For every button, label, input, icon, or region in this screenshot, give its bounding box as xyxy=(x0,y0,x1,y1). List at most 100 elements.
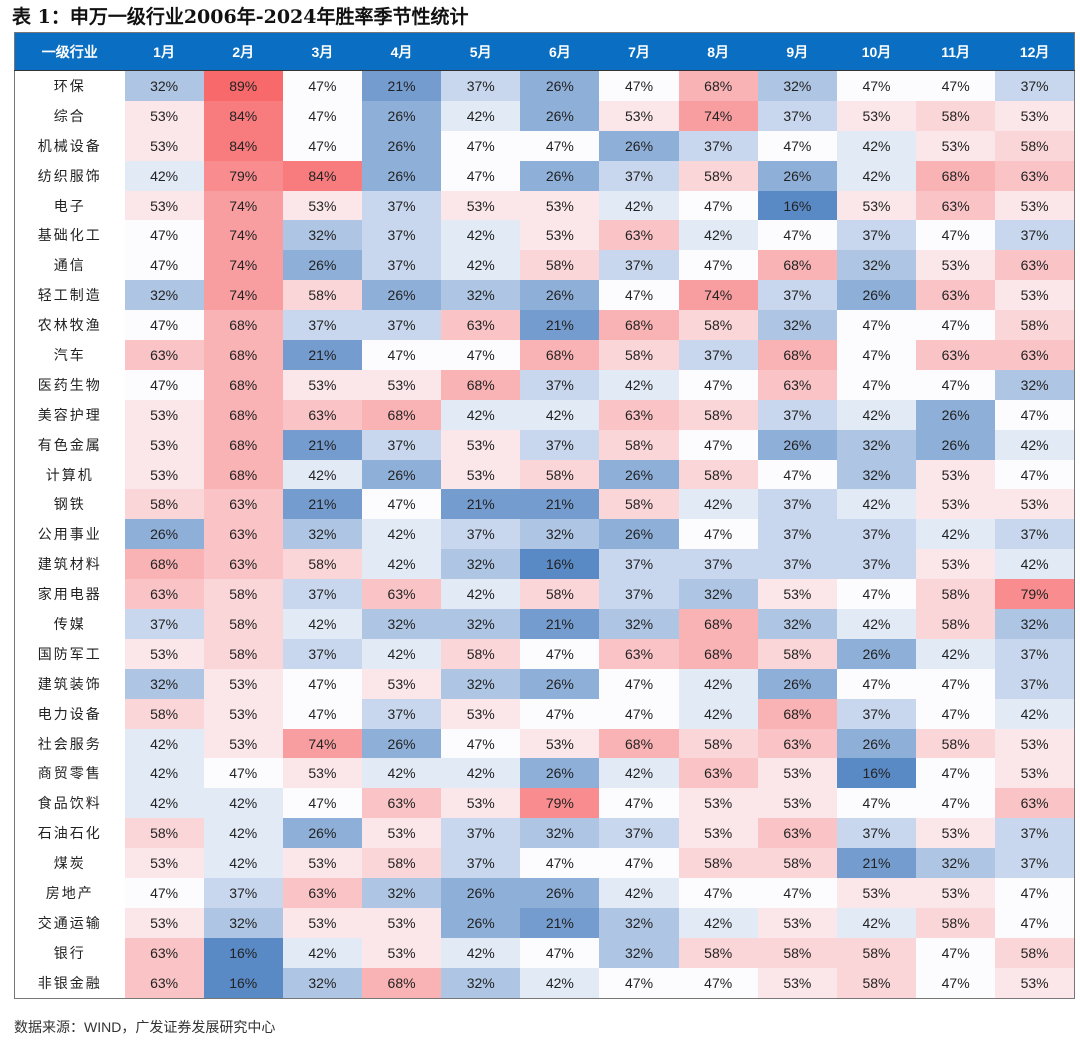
heatmap-cell: 16% xyxy=(203,937,283,968)
month-header: 8月 xyxy=(678,32,758,71)
heatmap-cell: 32% xyxy=(916,848,996,879)
heatmap-cell: 42% xyxy=(282,609,362,639)
heatmap-cell: 47% xyxy=(441,340,521,370)
heatmap-cell: 42% xyxy=(441,100,521,131)
heatmap-cell: 58% xyxy=(124,818,204,849)
month-header: 2月 xyxy=(203,32,283,71)
heatmap-cell: 63% xyxy=(916,190,996,221)
heatmap-cell: 32% xyxy=(599,907,679,938)
table-row: 交通运输 53% 32% 53% 53% 26% 21% 32% 42% 53% 42% 58% 47% xyxy=(15,907,1075,938)
heatmap-cell: 32% xyxy=(441,280,521,311)
heatmap-cell: 47% xyxy=(836,310,917,341)
heatmap-cell: 53% xyxy=(124,907,204,938)
heatmap-cell: 42% xyxy=(678,220,758,251)
heatmap-cell: 26% xyxy=(361,130,442,161)
heatmap-cell: 26% xyxy=(361,280,442,311)
table-row: 通信 47% 74% 26% 37% 42% 58% 37% 47% 68% 32% 53% 63% xyxy=(15,250,1075,281)
heatmap-cell: 68% xyxy=(678,638,758,669)
heatmap-cell: 47% xyxy=(282,130,362,161)
industry-label: 机械设备 xyxy=(37,137,102,154)
heatmap-cell: 37% xyxy=(282,579,362,610)
heatmap-cell: 47% xyxy=(124,250,204,281)
heatmap-cell: 32% xyxy=(361,609,442,639)
heatmap-cell: 47% xyxy=(282,70,362,101)
table-row: 美容护理 53% 68% 63% 68% 42% 42% 63% 58% 37% 42% 26% 47% xyxy=(15,399,1075,430)
heatmap-cell: 32% xyxy=(441,549,521,580)
heatmap-cell: 47% xyxy=(678,190,758,221)
heatmap-cell: 53% xyxy=(203,668,283,699)
heatmap-cell: 16% xyxy=(757,190,837,221)
heatmap-cell: 68% xyxy=(361,967,442,999)
heatmap-cell: 68% xyxy=(124,549,204,580)
heatmap-table: 一级行业 1月 2月 3月 4月 5月 6月 7月 8月 9月 10月 11月 12月 环保 32% 89… xyxy=(14,32,1075,999)
heatmap-cell: 32% xyxy=(520,818,600,849)
heatmap-cell: 63% xyxy=(757,728,837,759)
heatmap-cell: 68% xyxy=(203,459,283,490)
heatmap-cell: 58% xyxy=(678,399,758,430)
heatmap-cell: 58% xyxy=(678,728,758,759)
heatmap-cell: 53% xyxy=(995,280,1075,311)
heatmap-cell: 53% xyxy=(599,100,679,131)
heatmap-cell: 37% xyxy=(995,220,1075,251)
heatmap-cell: 79% xyxy=(995,579,1075,610)
heatmap-cell: 32% xyxy=(441,668,521,699)
heatmap-cell: 37% xyxy=(836,549,917,580)
heatmap-cell: 32% xyxy=(520,519,600,550)
heatmap-cell: 47% xyxy=(757,220,837,251)
heatmap-cell: 42% xyxy=(995,698,1075,729)
heatmap-cell: 58% xyxy=(995,310,1075,341)
heatmap-cell: 68% xyxy=(203,429,283,460)
heatmap-cell: 47% xyxy=(678,967,758,999)
heatmap-cell: 47% xyxy=(916,668,996,699)
heatmap-cell: 26% xyxy=(520,160,600,191)
industry-label: 美容护理 xyxy=(37,406,102,423)
heatmap-cell: 37% xyxy=(520,369,600,400)
heatmap-cell: 37% xyxy=(203,878,283,908)
heatmap-cell: 37% xyxy=(757,100,837,131)
heatmap-cell: 37% xyxy=(599,579,679,610)
heatmap-cell: 53% xyxy=(916,459,996,490)
heatmap-cell: 47% xyxy=(520,698,600,729)
table-row: 医药生物 47% 68% 53% 53% 68% 37% 42% 47% 63% 47% 47% 32% xyxy=(15,369,1075,400)
heatmap-cell: 63% xyxy=(124,340,204,370)
table-row: 钢铁 58% 63% 21% 47% 21% 21% 58% 42% 37% 42% 53% 53% xyxy=(15,489,1075,520)
heatmap-cell: 47% xyxy=(916,758,996,789)
heatmap-cell: 32% xyxy=(124,668,204,699)
heatmap-cell: 53% xyxy=(757,788,837,819)
industry-label: 建筑材料 xyxy=(37,556,102,573)
heatmap-cell: 26% xyxy=(361,160,442,191)
heatmap-cell: 47% xyxy=(836,369,917,400)
heatmap-cell: 68% xyxy=(361,399,442,430)
industry-label: 有色金属 xyxy=(37,436,102,453)
heatmap-cell: 74% xyxy=(678,100,758,131)
heatmap-cell: 37% xyxy=(520,429,600,460)
heatmap-cell: 37% xyxy=(995,519,1075,550)
heatmap-cell: 42% xyxy=(599,369,679,400)
heatmap-cell: 47% xyxy=(678,519,758,550)
heatmap-cell: 47% xyxy=(124,369,204,400)
table-row: 电子 53% 74% 53% 37% 53% 53% 42% 47% 16% 53% 63% 53% xyxy=(15,190,1075,221)
heatmap-cell: 53% xyxy=(757,579,837,610)
heatmap-cell: 32% xyxy=(441,967,521,999)
heatmap-cell: 21% xyxy=(520,609,600,639)
heatmap-cell: 37% xyxy=(836,220,917,251)
heatmap-cell: 68% xyxy=(203,369,283,400)
heatmap-cell: 42% xyxy=(441,937,521,968)
heatmap-cell: 26% xyxy=(441,907,521,938)
table-row: 建筑材料 68% 63% 58% 42% 32% 16% 37% 37% 37% 37% 53% 42% xyxy=(15,549,1075,580)
heatmap-cell: 42% xyxy=(836,399,917,430)
table-row: 食品饮料 42% 42% 47% 63% 53% 79% 47% 53% 53% 47% 47% 63% xyxy=(15,788,1075,819)
heatmap-cell: 37% xyxy=(678,130,758,161)
heatmap-cell: 47% xyxy=(678,878,758,908)
industry-label: 传媒 xyxy=(53,615,86,632)
heatmap-cell: 58% xyxy=(520,250,600,281)
heatmap-cell: 53% xyxy=(124,190,204,221)
month-header: 1月 xyxy=(124,32,204,71)
heatmap-cell: 37% xyxy=(836,519,917,550)
heatmap-cell: 53% xyxy=(441,429,521,460)
heatmap-cell: 32% xyxy=(757,310,837,341)
heatmap-cell: 47% xyxy=(599,967,679,999)
heatmap-cell: 58% xyxy=(757,937,837,968)
industry-label: 纺织服饰 xyxy=(37,167,102,184)
heatmap-cell: 47% xyxy=(441,130,521,161)
